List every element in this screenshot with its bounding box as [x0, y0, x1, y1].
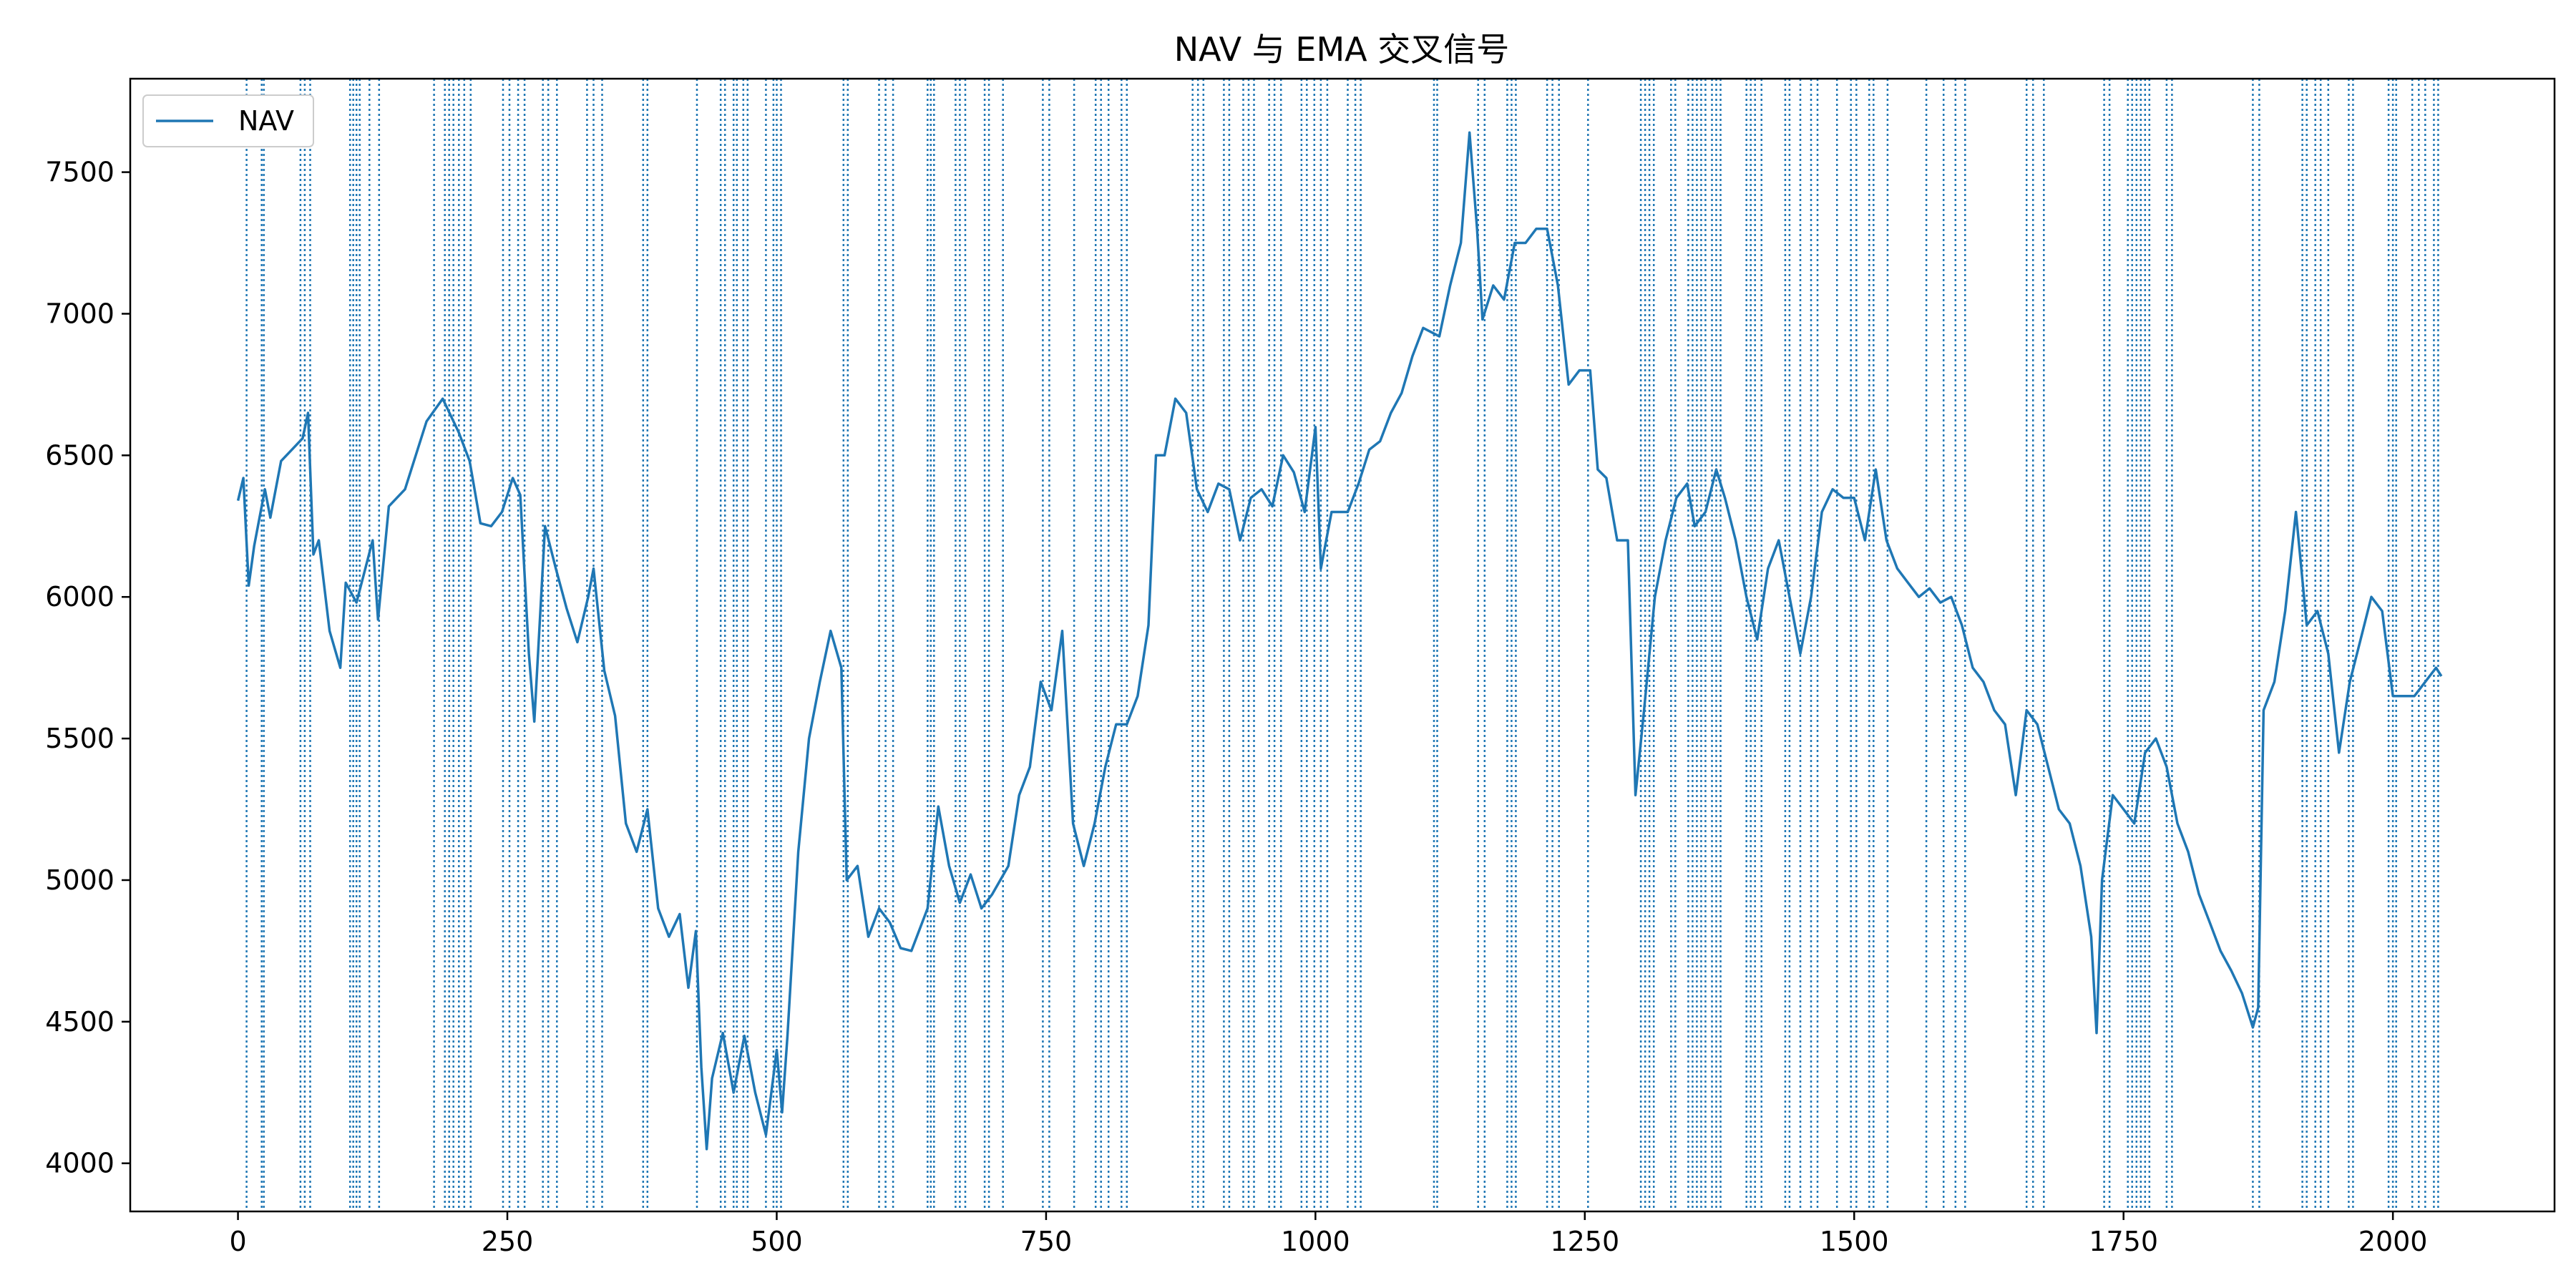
y-tick-label: 4500 — [45, 1006, 114, 1038]
y-tick-label: 4000 — [45, 1148, 114, 1179]
x-tick-label: 1750 — [2089, 1226, 2158, 1257]
series-line-nav — [236, 131, 2443, 1151]
signal-lines — [245, 79, 2439, 1211]
y-tick-label: 6000 — [45, 581, 114, 613]
y-tick-label: 5500 — [45, 723, 114, 754]
axes: 0 250 500 750 1000 1250 1500 1750 2000 4000 4500 50… — [45, 77, 2556, 1257]
x-tick-label: 250 — [482, 1226, 534, 1257]
x-tick-label: 0 — [229, 1226, 246, 1257]
x-tick-label: 1000 — [1281, 1226, 1350, 1257]
plot-frame — [129, 77, 2556, 1213]
y-tick-label: 7500 — [45, 157, 114, 188]
x-tick-label: 2000 — [2358, 1226, 2428, 1257]
x-tick-label: 1250 — [1550, 1226, 1619, 1257]
x-tick-label: 1500 — [1820, 1226, 1889, 1257]
chart-title: NAV 与 EMA 交叉信号 — [1174, 30, 1510, 69]
legend-label-nav: NAV — [238, 105, 294, 137]
series-layer — [236, 131, 2443, 1151]
y-tick-label: 5000 — [45, 864, 114, 896]
y-tick-label: 6500 — [45, 439, 114, 471]
x-tick-label: 750 — [1020, 1226, 1073, 1257]
legend: NAV — [142, 94, 314, 147]
x-tick-label: 500 — [751, 1226, 803, 1257]
legend-box — [142, 94, 314, 147]
y-tick-label: 7000 — [45, 298, 114, 329]
